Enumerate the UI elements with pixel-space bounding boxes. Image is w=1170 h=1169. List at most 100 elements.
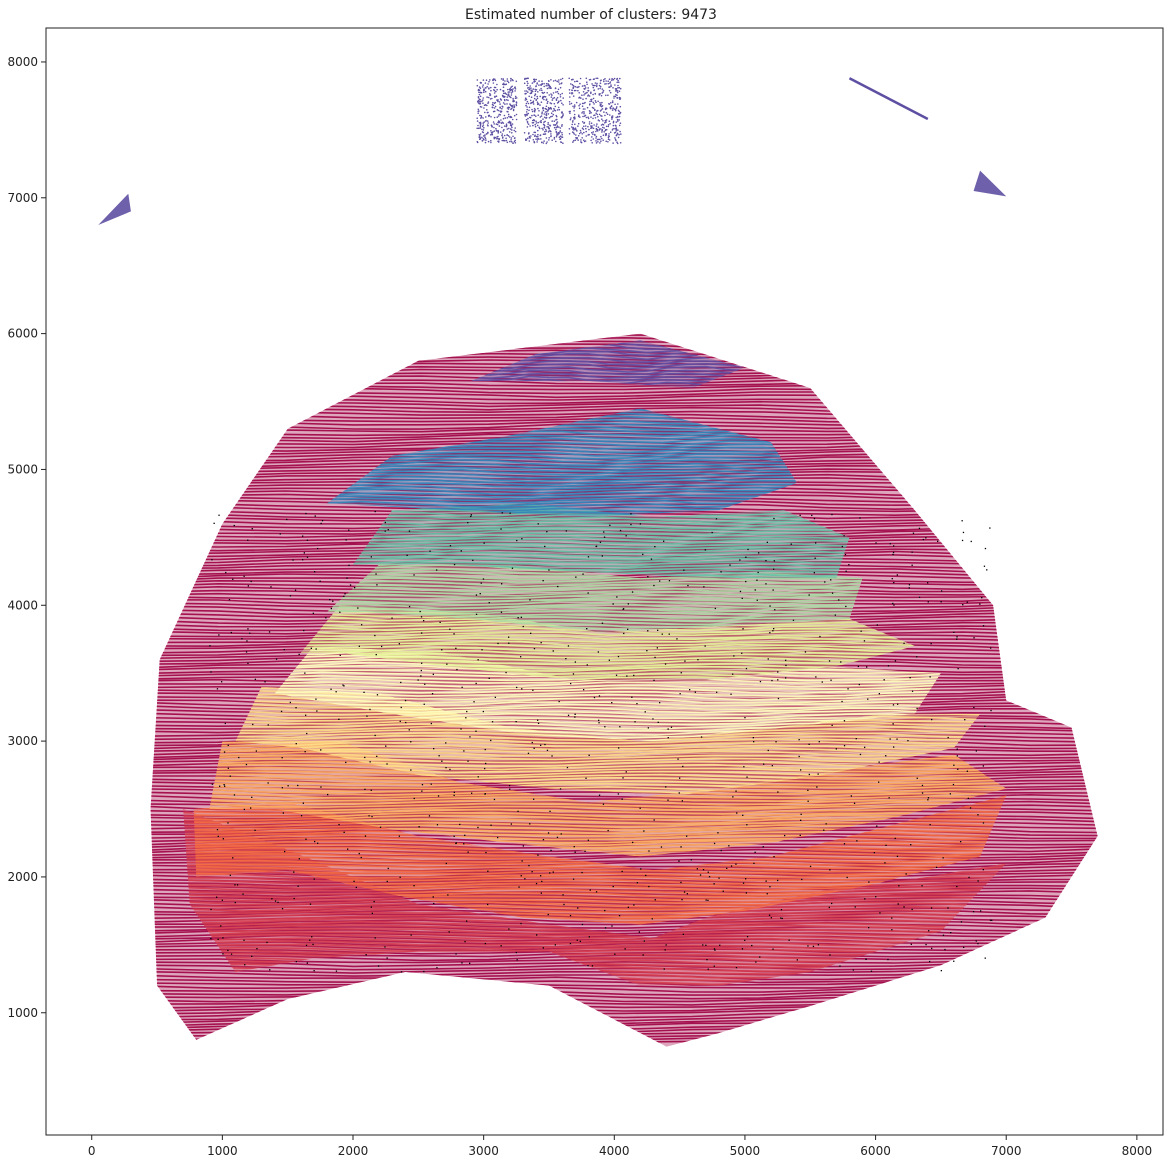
noise-point — [295, 961, 297, 963]
noise-point — [843, 745, 846, 747]
noise-point — [809, 865, 812, 868]
outlier-point — [619, 142, 622, 144]
noise-point — [830, 679, 832, 681]
noise-point — [501, 512, 503, 514]
noise-point — [855, 738, 857, 740]
outlier-point — [554, 87, 557, 90]
noise-point — [991, 919, 993, 921]
noise-point — [217, 938, 219, 940]
outlier-point — [513, 114, 516, 117]
noise-point — [973, 637, 975, 639]
outlier-point — [525, 138, 527, 140]
noise-point — [222, 953, 224, 955]
cluster-stroke — [183, 927, 1007, 935]
cluster-stroke — [326, 583, 863, 590]
noise-point — [790, 543, 792, 545]
noise-point — [857, 665, 859, 668]
noise-point — [400, 706, 402, 709]
outlier-point — [583, 111, 585, 113]
outlier-point — [543, 98, 545, 101]
noise-point — [967, 797, 969, 799]
x-tick-label: 0 — [88, 1144, 96, 1158]
outlier-point — [552, 113, 555, 116]
noise-point — [683, 891, 686, 893]
noise-point — [364, 835, 367, 837]
outlier-point — [493, 116, 496, 119]
outlier-point — [590, 111, 592, 114]
noise-point — [469, 736, 471, 738]
outlier-point — [562, 142, 564, 145]
noise-point — [488, 602, 490, 604]
noise-point — [664, 949, 666, 951]
noise-point — [989, 527, 991, 529]
noise-point — [800, 813, 802, 815]
outlier-point — [509, 122, 512, 125]
outlier-point — [513, 137, 516, 139]
noise-point — [565, 530, 567, 532]
outlier-point — [535, 122, 538, 124]
outlier-point — [487, 83, 489, 85]
noise-point — [975, 750, 977, 752]
noise-point — [227, 822, 229, 824]
outlier-point — [615, 127, 618, 129]
x-tick-label: 8000 — [1122, 1144, 1153, 1158]
outlier-point — [548, 117, 551, 119]
outlier-point — [476, 84, 479, 87]
outlier-point — [604, 119, 607, 122]
outlier-point — [615, 89, 617, 92]
noise-point — [770, 917, 772, 919]
outlier-point — [594, 134, 596, 136]
noise-point — [599, 541, 602, 543]
outlier-point — [501, 133, 504, 135]
outlier-point — [597, 109, 599, 112]
outlier-point — [511, 107, 513, 110]
outlier-point — [590, 100, 593, 102]
outlier-point — [585, 77, 588, 80]
noise-point — [297, 784, 299, 787]
outlier-point — [593, 78, 595, 80]
outlier-point — [489, 94, 492, 96]
noise-point — [911, 690, 914, 692]
outlier-point — [482, 97, 485, 99]
noise-point — [345, 539, 347, 541]
noise-point — [211, 559, 213, 561]
outlier-point — [616, 96, 618, 99]
outlier-point — [536, 83, 538, 85]
outlier-point — [605, 94, 607, 97]
noise-point — [718, 877, 720, 879]
noise-point — [266, 941, 268, 944]
outlier-point — [524, 114, 526, 116]
noise-point — [893, 604, 895, 606]
noise-point — [527, 752, 530, 754]
outlier-point — [595, 125, 598, 127]
noise-point — [775, 741, 777, 743]
outlier-point — [601, 131, 603, 133]
outlier-point — [558, 126, 560, 128]
noise-point — [224, 722, 226, 725]
outlier-point — [616, 141, 618, 143]
outlier-point — [558, 79, 560, 81]
outlier-point — [587, 87, 589, 89]
outlier-point — [619, 77, 621, 80]
noise-point — [921, 792, 924, 794]
noise-point — [835, 748, 837, 750]
noise-point — [704, 549, 706, 551]
noise-point — [420, 616, 423, 618]
outlier-point — [587, 89, 589, 92]
noise-point — [247, 628, 249, 630]
noise-point — [587, 556, 590, 558]
noise-point — [616, 596, 618, 598]
noise-point — [245, 763, 248, 766]
y-tick-label: 7000 — [7, 191, 38, 205]
noise-point — [573, 846, 575, 848]
y-tick-label: 6000 — [7, 327, 38, 341]
outlier-point — [499, 98, 502, 100]
outlier-point — [601, 101, 603, 104]
noise-point — [813, 572, 815, 574]
noise-point — [302, 802, 304, 804]
outlier-point — [618, 86, 621, 89]
noise-point — [540, 642, 542, 644]
outlier-point — [498, 141, 500, 143]
noise-point — [647, 630, 649, 632]
noise-point — [957, 768, 959, 770]
